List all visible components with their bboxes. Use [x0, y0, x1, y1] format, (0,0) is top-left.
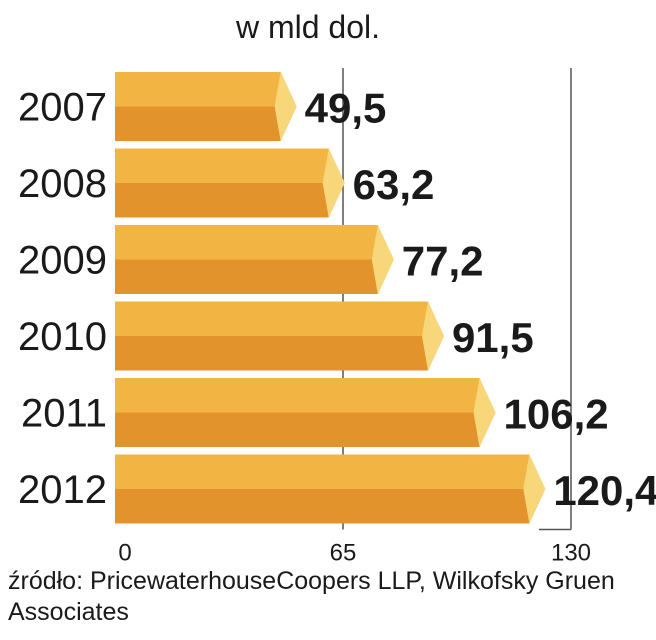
- category-label: 2007: [18, 86, 107, 130]
- labels: 0 65 130 2007 49,5 2008 63,2 2009 77,2 2010 91,5 20…: [18, 85, 656, 567]
- value-label: 106,2: [504, 391, 609, 438]
- x-tick-label: 130: [551, 540, 591, 567]
- bar-2011: [115, 378, 496, 413]
- x-tick-label: 65: [330, 540, 357, 567]
- bar-shade: [115, 412, 496, 447]
- value-label: 49,5: [305, 85, 387, 132]
- value-label: 120,4: [553, 467, 656, 514]
- bar-2008: [115, 148, 345, 183]
- source-note: źródło: PricewaterhouseCoopers LLP, Wilk…: [8, 567, 615, 626]
- bar-tip: [322, 148, 345, 218]
- bar-shade: [115, 489, 546, 524]
- bar-shade: [115, 336, 444, 371]
- category-label: 2011: [21, 392, 107, 436]
- category-label: 2008: [18, 162, 107, 206]
- bars: [115, 72, 546, 524]
- bar-tip: [371, 225, 394, 294]
- bar-shade: [115, 183, 345, 218]
- bar-tip: [421, 301, 444, 371]
- value-label: 91,5: [452, 314, 534, 361]
- grid-lines: [342, 68, 572, 531]
- bar-shade: [115, 106, 297, 141]
- bar-tip: [473, 378, 496, 447]
- value-label: 63,2: [353, 161, 435, 208]
- bar-tip: [274, 72, 297, 141]
- bar-2009: [115, 225, 394, 260]
- category-label: 2009: [18, 239, 107, 283]
- unit-label: w mld dol.: [235, 9, 380, 45]
- value-label: 77,2: [402, 238, 484, 285]
- bar-tip: [523, 454, 546, 524]
- bar-shade: [115, 259, 394, 294]
- bar-2012: [115, 454, 546, 489]
- bar-2010: [115, 301, 444, 336]
- bar-2007: [115, 72, 297, 107]
- x-tick-label: 0: [118, 540, 131, 567]
- category-label: 2012: [18, 468, 107, 512]
- category-label: 2010: [18, 315, 107, 359]
